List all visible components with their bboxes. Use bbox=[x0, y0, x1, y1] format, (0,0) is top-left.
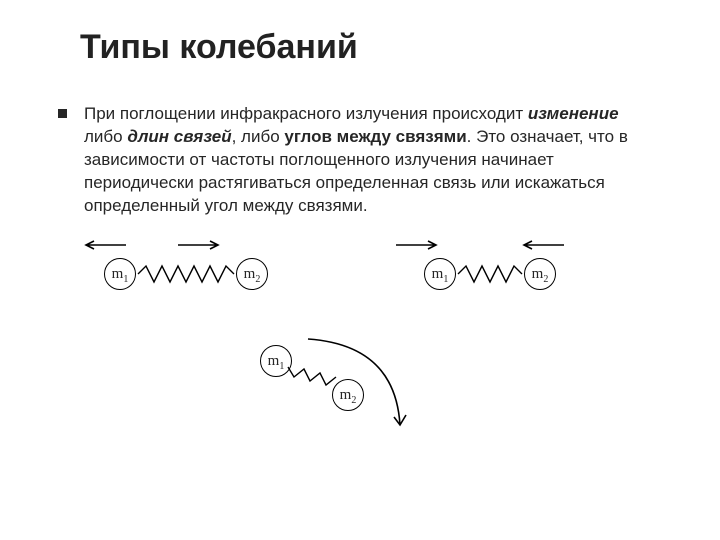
atom-m2: m2 bbox=[524, 258, 556, 290]
body-paragraph: При поглощении инфракрасного излучения п… bbox=[80, 103, 660, 218]
arrow-left-icon bbox=[522, 240, 568, 250]
arrow-right-icon bbox=[394, 240, 440, 250]
slide-title: Типы колебаний bbox=[80, 28, 660, 67]
slide: Типы колебаний При поглощении инфракрасн… bbox=[0, 0, 720, 540]
arrow-right-icon bbox=[176, 240, 222, 250]
text-run: , либо bbox=[232, 127, 285, 146]
atom-m1: m1 bbox=[424, 258, 456, 290]
bend-arrow-icon bbox=[300, 337, 420, 437]
spring-icon bbox=[138, 266, 238, 284]
atom-m1: m1 bbox=[104, 258, 136, 290]
diagram-area: m1 m2 m1 m2 m1 bbox=[80, 240, 660, 470]
text-run: При поглощении инфракрасного излучения п… bbox=[84, 104, 528, 123]
bullet-square-icon bbox=[58, 109, 67, 118]
atom-m2: m2 bbox=[236, 258, 268, 290]
text-emphasis: длин связей bbox=[127, 127, 231, 146]
arrow-left-icon bbox=[84, 240, 130, 250]
text-run: либо bbox=[84, 127, 127, 146]
spring-icon bbox=[458, 266, 528, 284]
text-emphasis: изменение bbox=[528, 104, 619, 123]
text-emphasis: углов между связями bbox=[284, 127, 466, 146]
